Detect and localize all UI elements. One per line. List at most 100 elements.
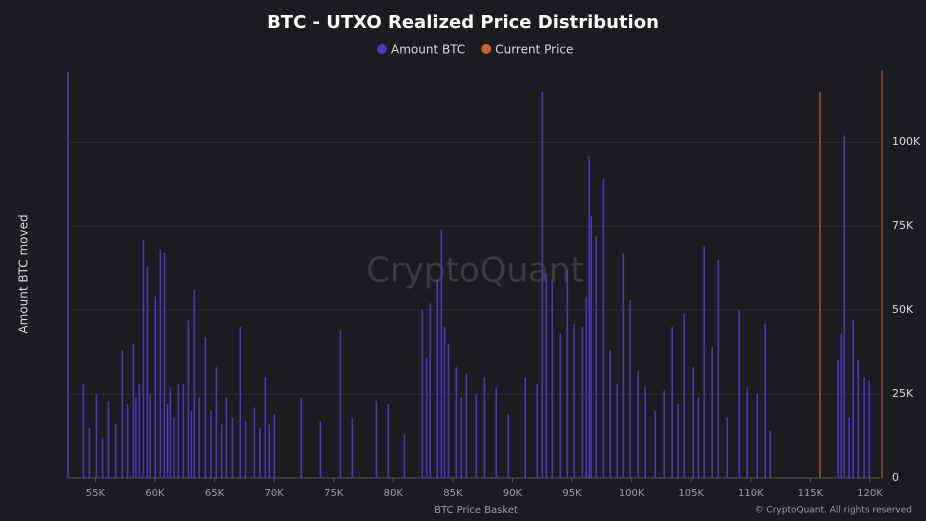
- x-tick-label: 120K: [857, 488, 883, 499]
- bar: [190, 410, 193, 478]
- bar: [857, 360, 859, 478]
- bar: [166, 404, 169, 478]
- bar: [595, 236, 598, 478]
- y-tick-label: 0: [892, 471, 899, 484]
- bar: [114, 424, 117, 478]
- bar: [273, 414, 276, 478]
- bar: [210, 410, 212, 478]
- bar: [726, 417, 729, 478]
- bar: [244, 420, 247, 478]
- bar: [868, 380, 870, 478]
- bar: [187, 320, 190, 478]
- bar: [483, 377, 486, 478]
- bar: [465, 373, 468, 478]
- bar: [259, 427, 261, 478]
- bar: [319, 420, 322, 478]
- bar: [460, 397, 463, 478]
- bar: [121, 350, 124, 478]
- x-tick-label: 85K: [443, 488, 463, 499]
- bar: [182, 383, 185, 478]
- legend-label: Amount BTC: [391, 43, 465, 57]
- bar: [590, 216, 593, 478]
- bar: [67, 71, 69, 478]
- bar: [602, 179, 605, 478]
- bar: [654, 410, 657, 478]
- bar: [507, 414, 510, 478]
- bar: [738, 310, 741, 478]
- bar: [225, 397, 228, 478]
- bar: [566, 269, 569, 478]
- y-tick-label: 75K: [892, 219, 914, 232]
- bar: [169, 387, 172, 478]
- bar: [268, 424, 271, 478]
- bar: [253, 407, 256, 478]
- bar: [769, 430, 772, 478]
- bar: [524, 377, 527, 478]
- bar: [88, 427, 91, 478]
- bar: [573, 323, 576, 478]
- bar: [852, 320, 854, 478]
- bar: [375, 400, 378, 478]
- bar: [436, 279, 439, 478]
- x-tick-label: 90K: [503, 488, 523, 499]
- x-tick-label: 55K: [86, 488, 106, 499]
- bar: [683, 313, 686, 478]
- x-tick-label: 95K: [562, 488, 582, 499]
- bar: [82, 383, 85, 478]
- bar: [837, 360, 839, 478]
- x-tick-label: 60K: [145, 488, 165, 499]
- y-axis-label: Amount BTC moved: [17, 214, 31, 333]
- bar: [264, 377, 267, 478]
- bar: [351, 417, 354, 478]
- bar: [677, 404, 679, 478]
- bar: [717, 259, 720, 478]
- chart-title: BTC - UTXO Realized Price Distribution: [267, 12, 659, 33]
- bar: [703, 246, 706, 478]
- y-tick-label: 25K: [892, 387, 914, 400]
- footer: © CryptoQuant. All rights reserved: [755, 506, 912, 516]
- bar: [429, 303, 432, 478]
- bar: [132, 343, 135, 478]
- bar: [581, 326, 584, 478]
- bar: [545, 273, 548, 478]
- bar: [475, 394, 478, 478]
- bar: [663, 390, 665, 478]
- bar: [173, 417, 175, 478]
- bar: [425, 357, 428, 478]
- bar: [843, 135, 846, 478]
- x-tick-label: 105K: [678, 488, 704, 499]
- legend-swatch: [481, 44, 492, 54]
- bar: [138, 383, 141, 478]
- x-tick-label: 80K: [384, 488, 404, 499]
- bar: [551, 279, 554, 478]
- bar: [644, 387, 647, 478]
- bar: [692, 367, 695, 478]
- bar: [300, 397, 303, 478]
- legend-label: Current Price: [495, 43, 573, 57]
- bar: [840, 333, 842, 478]
- current-price-line: [819, 91, 821, 479]
- bar: [559, 333, 562, 478]
- x-tick-label: 70K: [265, 488, 285, 499]
- bar: [193, 289, 196, 478]
- bar: [220, 424, 223, 478]
- bar: [204, 336, 207, 478]
- bar: [756, 394, 759, 478]
- x-tick-label: 110K: [738, 488, 764, 499]
- bar: [146, 266, 149, 478]
- bar: [142, 239, 145, 478]
- x-tick-label: 100K: [619, 488, 645, 499]
- bar: [585, 296, 588, 478]
- bar: [697, 397, 700, 478]
- x-tick-label: 65K: [205, 488, 225, 499]
- bar: [339, 330, 342, 478]
- bar: [421, 310, 424, 478]
- y-tick-label: 50K: [892, 303, 914, 316]
- bar: [622, 253, 625, 478]
- bar: [616, 383, 619, 478]
- bar: [764, 323, 767, 478]
- bar: [629, 300, 632, 478]
- bar: [231, 417, 234, 478]
- bar: [198, 397, 200, 478]
